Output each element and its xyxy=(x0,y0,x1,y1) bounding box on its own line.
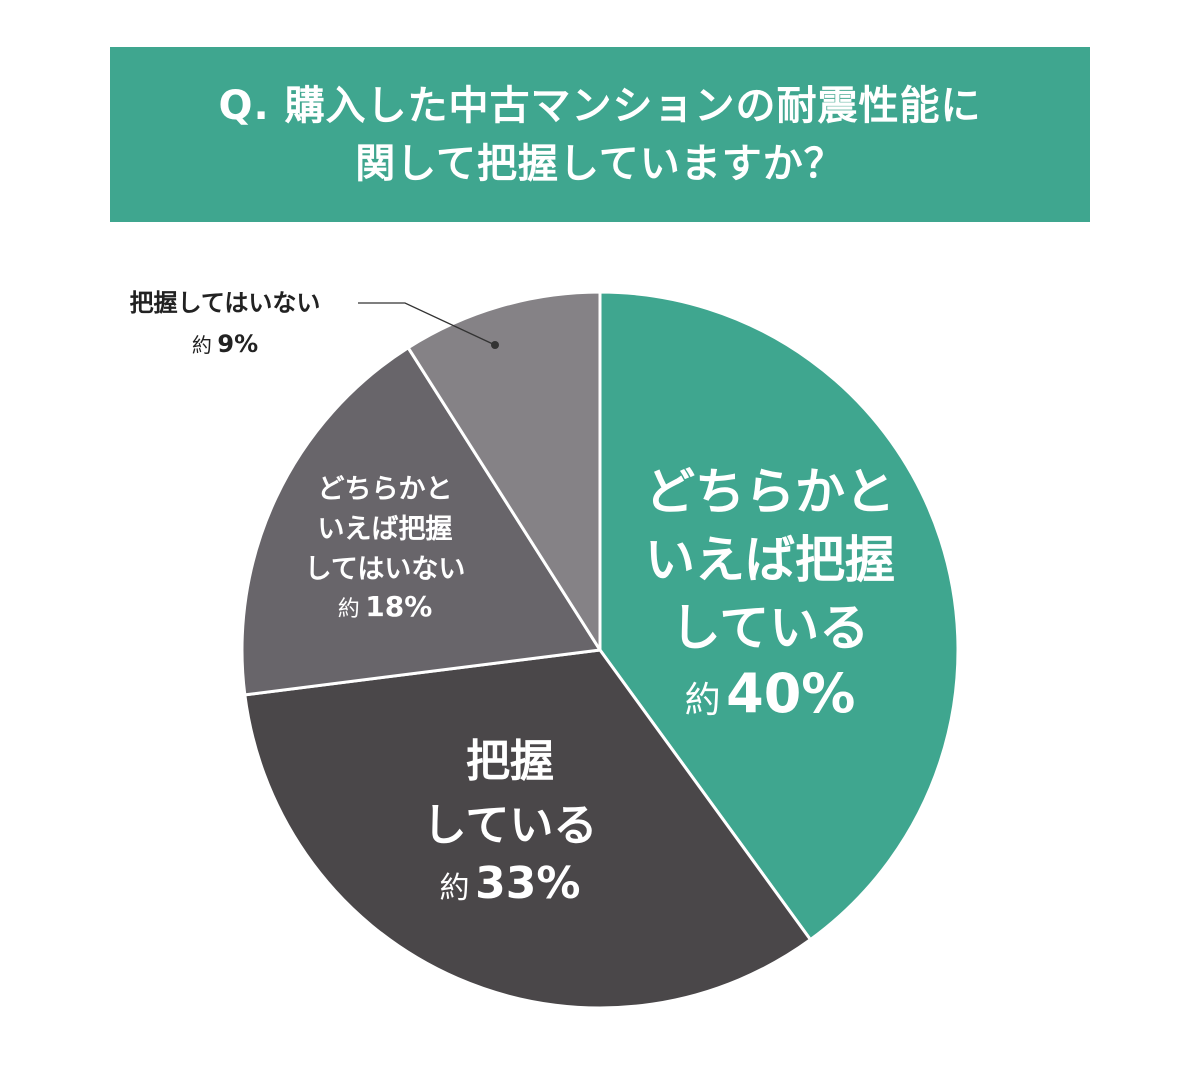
question-title-banner: Q. 購入した中古マンションの耐震性能に 関して把握していますか？ xyxy=(110,47,1090,222)
pie-slices xyxy=(240,290,960,1010)
title-line-1: Q. 購入した中古マンションの耐震性能に xyxy=(218,82,982,129)
slice-label-40: どちらかと いえば把握 している 約 40% xyxy=(615,458,925,725)
pie-slice xyxy=(243,648,812,1010)
pie-slice xyxy=(406,290,602,652)
pie-slice xyxy=(240,346,602,697)
label-line: している xyxy=(422,800,598,851)
percent-row: 約 18% xyxy=(265,590,505,623)
percent-value: 40% xyxy=(726,662,856,725)
percent-value: 9% xyxy=(217,330,259,358)
label-line: どちらかと xyxy=(645,463,895,521)
percent-row: 約 40% xyxy=(615,662,925,725)
approx-prefix: 約 xyxy=(684,680,721,721)
slice-label-18: どちらかと いえば把握 してはいない 約 18% xyxy=(265,470,505,623)
label-line: 把握 xyxy=(466,736,554,787)
label-line: いえば把握 xyxy=(317,514,453,545)
label-line: 把握してはいない xyxy=(129,289,321,317)
pie-slice xyxy=(598,290,960,942)
label-line: いえば把握 xyxy=(645,531,895,589)
approx-prefix: 約 xyxy=(191,333,212,357)
callout-leader-9 xyxy=(358,302,499,349)
approx-prefix: 約 xyxy=(337,597,360,622)
percent-value: 18% xyxy=(365,590,433,623)
title-line-2: 関して把握していますか？ xyxy=(355,140,845,187)
label-line: している xyxy=(670,599,870,657)
approx-prefix: 約 xyxy=(439,871,470,906)
slice-label-9-callout: 把握してはいない 約 9% xyxy=(100,285,350,358)
label-line: してはいない xyxy=(304,554,466,585)
percent-row: 約 9% xyxy=(100,329,350,358)
slice-label-33: 把握 している 約 33% xyxy=(395,730,625,909)
label-line: どちらかと xyxy=(317,474,453,505)
percent-value: 33% xyxy=(475,858,581,909)
percent-row: 約 33% xyxy=(395,858,625,909)
